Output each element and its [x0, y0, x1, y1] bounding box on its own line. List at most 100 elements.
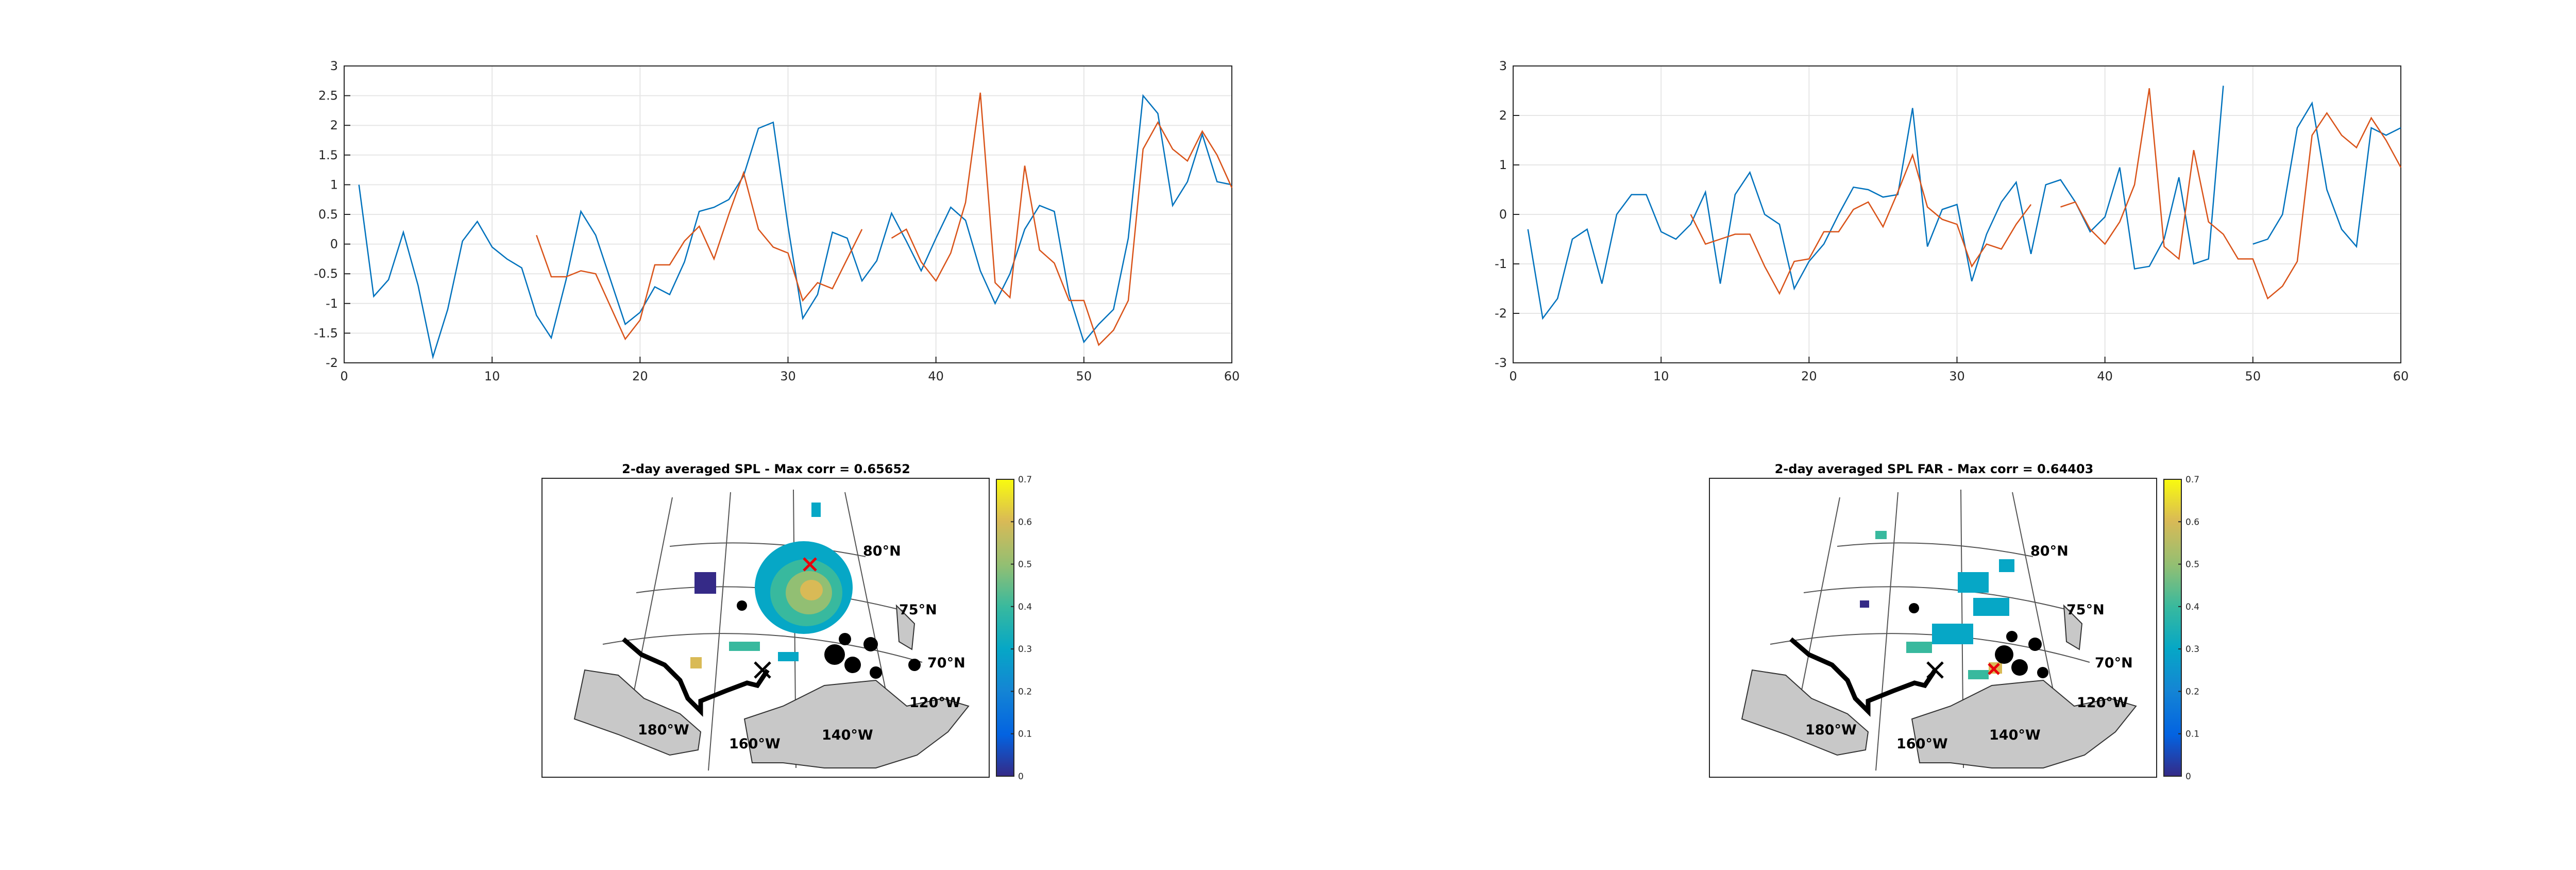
meridian-line — [1875, 492, 1899, 771]
line-chart-left: -2 -1.5 -1 -0.5 0 0.5 1 1.5 2 2.5 3 0 10 20 30 40 50 60 — [314, 59, 1240, 383]
lon-label-120: 120°W — [909, 695, 961, 711]
max-marker-stroke — [803, 557, 817, 572]
colorbar-tick-label: 0.3 — [2185, 644, 2199, 655]
y-tick-label: -2 — [326, 356, 338, 370]
y-tick-label: -1 — [326, 296, 338, 311]
station-marker-right — [1926, 661, 1944, 679]
coast-dot — [737, 600, 747, 611]
lon-label-140: 140°W — [822, 727, 873, 743]
observed-series-line — [358, 94, 1232, 360]
colorbar-tick-label: 0.1 — [2185, 729, 2199, 740]
coast-dot — [2006, 631, 2018, 642]
y-tick-label: 2.5 — [318, 89, 338, 103]
colorbar-tick-label: 0.4 — [1018, 602, 1032, 612]
map-panel-left: 2-day averaged SPL - Max corr = 0.65652 — [541, 462, 1032, 782]
x-tick-label: 30 — [780, 369, 796, 383]
y-tick-label: 2 — [330, 118, 338, 132]
y-tick-label: 3 — [1499, 59, 1507, 73]
colorbar-tick-label: 0.3 — [1018, 644, 1032, 655]
land-mass — [1741, 669, 1869, 756]
parallel-line — [602, 633, 923, 663]
max-marker-stroke — [1988, 663, 2000, 675]
colorbar-tick-label: 0.5 — [2185, 560, 2199, 570]
x-tick-label: 30 — [1949, 369, 1965, 383]
y-tick-label: 1 — [1499, 158, 1507, 172]
x-tick-label: 40 — [2097, 369, 2113, 383]
x-tick-label: 40 — [928, 369, 944, 383]
x-ticks-right: 0 10 20 30 40 50 60 — [1509, 357, 2409, 383]
y-tick-label: -1.5 — [314, 326, 338, 340]
colorbar-tick-label: 0 — [2185, 772, 2191, 782]
coast-dot — [844, 657, 861, 673]
station-marker-stroke — [1926, 661, 1944, 679]
colorbar-tick-label: 0.7 — [1018, 475, 1032, 485]
x-tick-label: 20 — [632, 369, 648, 383]
colorbar-tick-label: 0.6 — [2185, 517, 2199, 527]
observed-series-line — [1527, 86, 2401, 320]
corr-cell — [1999, 559, 2014, 572]
coast-dot — [2037, 667, 2048, 678]
series-right — [1527, 86, 2402, 320]
max-corr-marker-right — [1988, 663, 2000, 675]
coast-dot — [863, 637, 878, 651]
parallels-right — [1770, 542, 2090, 663]
coast-dot — [2028, 638, 2042, 651]
coast-dot — [2011, 659, 2028, 676]
land-mass — [573, 669, 702, 756]
colorbar-left — [996, 479, 1014, 777]
corr-cell — [729, 642, 760, 651]
lat-label-75: 75°N — [899, 602, 937, 618]
y-tick-label: 2 — [1499, 108, 1507, 123]
x-tick-label: 50 — [1076, 369, 1092, 383]
x-tick-label: 60 — [1224, 369, 1240, 383]
x-tick-label: 20 — [1801, 369, 1817, 383]
lon-label-180: 180°W — [1805, 722, 1857, 738]
x-tick-label: 0 — [340, 369, 348, 383]
y-tick-label: -2 — [1495, 306, 1507, 321]
lon-label-140: 140°W — [1989, 727, 2041, 743]
colorbar-tick-label: 0.5 — [1018, 560, 1032, 570]
x-tick-label: 10 — [1653, 369, 1669, 383]
corr-cell — [690, 657, 702, 668]
y-tick-label: 0.5 — [318, 207, 338, 222]
lat-label-80: 80°N — [2030, 543, 2069, 559]
corr-cell — [1860, 600, 1869, 608]
parallel-line — [1803, 586, 2072, 611]
coast-dot — [870, 666, 882, 679]
grid-left — [344, 65, 1232, 363]
land-mass — [743, 679, 970, 768]
y-tick-label: 1.5 — [318, 148, 338, 162]
land-mass — [1911, 679, 2137, 768]
map-content-left: 80°N 75°N 70°N 120°W 140°W 160°W 180°W — [573, 489, 970, 771]
predicted-series-line — [1690, 88, 2402, 300]
colorbar-tick-label: 0.6 — [1018, 517, 1032, 527]
lat-label-80: 80°N — [863, 543, 901, 559]
land-mass — [895, 604, 916, 650]
corr-cell — [778, 652, 799, 661]
corr-heatmap-left — [690, 503, 853, 668]
lon-label-160: 160°W — [729, 736, 781, 752]
corr-cell — [1932, 624, 1973, 644]
coast-dots-left — [737, 600, 921, 679]
colorbar-tick-label: 0.2 — [1018, 687, 1032, 697]
predicted-series-line — [536, 92, 1233, 346]
lat-label-70: 70°N — [2095, 655, 2133, 671]
land-mass — [2063, 604, 2083, 650]
meridian-line — [708, 492, 731, 771]
colorbar-tick-label: 0 — [1018, 772, 1024, 782]
lat-label-70: 70°N — [927, 655, 965, 671]
map-panel-right: 2-day averaged SPL FAR - Max corr = 0.64… — [1709, 462, 2199, 782]
y-ticks-left: -2 -1.5 -1 -0.5 0 0.5 1 1.5 2 2.5 3 — [314, 59, 350, 370]
parallel-line — [1770, 633, 2090, 663]
y-tick-label: -3 — [1495, 356, 1507, 370]
x-tick-label: 60 — [2393, 369, 2409, 383]
colorbar-ticks-left: 0 0.1 0.2 0.3 0.4 0.5 0.6 0.7 — [1011, 475, 1032, 782]
lat-label-75: 75°N — [2066, 602, 2105, 618]
corr-cell — [1875, 531, 1887, 539]
y-tick-label: -0.5 — [314, 266, 338, 281]
coast-dots-right — [1909, 603, 2048, 678]
lon-label-180: 180°W — [638, 722, 689, 738]
station-marker-left — [754, 661, 771, 679]
coast-dot — [1909, 603, 1919, 613]
